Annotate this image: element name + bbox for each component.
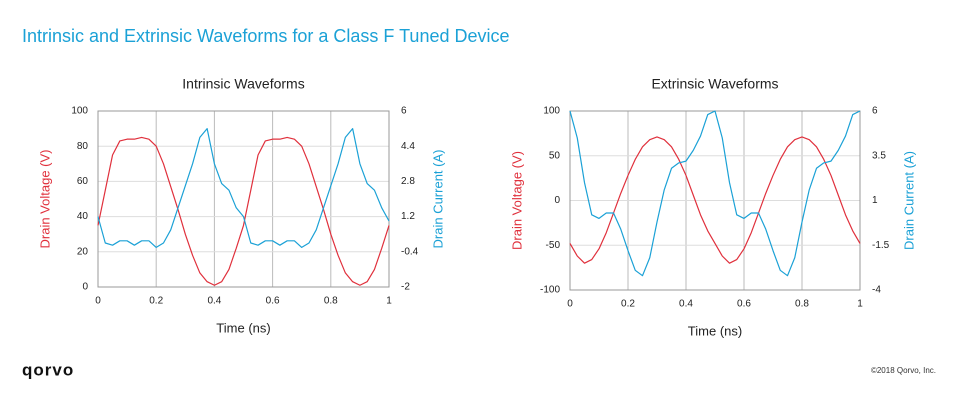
y2-tick-label: -4 xyxy=(872,285,881,296)
y2-tick-label: -0.4 xyxy=(401,246,419,257)
y2-tick-label: -1.5 xyxy=(872,240,890,251)
y2-tick-label: 6 xyxy=(872,106,878,117)
series-line xyxy=(97,128,390,248)
y-tick-label: 80 xyxy=(77,141,89,152)
y2-tick-label: 4.4 xyxy=(401,141,415,152)
x-tick-label: 0.2 xyxy=(621,299,635,310)
y2-tick-label: -2 xyxy=(401,282,410,293)
x-axis-label: Time (ns) xyxy=(216,320,270,335)
x-tick-label: 0 xyxy=(567,299,573,310)
series-line xyxy=(97,136,390,286)
logo: qorvo xyxy=(22,360,74,379)
series-line xyxy=(569,110,861,277)
y2-tick-label: 3.5 xyxy=(872,150,886,161)
y2-tick-label: 1 xyxy=(872,195,878,206)
x-tick-label: 0.8 xyxy=(795,299,809,310)
y2-axis-label: Drain Current (A) xyxy=(430,150,445,249)
x-tick-label: 0.4 xyxy=(679,299,693,310)
y-tick-label: 0 xyxy=(554,195,560,206)
y2-tick-label: 1.2 xyxy=(401,211,415,222)
x-tick-label: 0.6 xyxy=(266,296,280,307)
y-tick-label: 20 xyxy=(77,246,89,257)
x-tick-label: 1 xyxy=(386,296,392,307)
y2-tick-label: 6 xyxy=(401,106,407,117)
x-tick-label: 0.4 xyxy=(207,296,221,307)
x-tick-label: 0.2 xyxy=(149,296,163,307)
y-tick-label: 0 xyxy=(82,282,88,293)
x-tick-label: 0.8 xyxy=(324,296,338,307)
series-line xyxy=(569,136,861,264)
y2-axis-label: Drain Current (A) xyxy=(901,151,916,250)
x-tick-label: 1 xyxy=(857,299,863,310)
copyright: ©2018 Qorvo, Inc. xyxy=(871,366,936,375)
x-tick-label: 0.6 xyxy=(737,299,751,310)
x-axis-label: Time (ns) xyxy=(688,323,742,338)
y-tick-label: 40 xyxy=(77,211,89,222)
y-tick-label: -100 xyxy=(540,285,560,296)
y-axis-label: Drain Voltage (V) xyxy=(37,150,52,249)
y2-tick-label: 2.8 xyxy=(401,176,415,187)
y-tick-label: 100 xyxy=(71,106,88,117)
plot-frame xyxy=(97,110,390,288)
y-tick-label: 50 xyxy=(549,150,561,161)
page-title: Intrinsic and Extrinsic Waveforms for a … xyxy=(22,26,510,46)
y-axis-label: Drain Voltage (V) xyxy=(509,151,524,250)
y-tick-label: -50 xyxy=(546,240,561,251)
chart-title: Extrinsic Waveforms xyxy=(651,76,778,92)
x-tick-label: 0 xyxy=(95,296,101,307)
chart-title: Intrinsic Waveforms xyxy=(182,76,304,92)
y-tick-label: 100 xyxy=(543,106,560,117)
y-tick-label: 60 xyxy=(77,176,89,187)
